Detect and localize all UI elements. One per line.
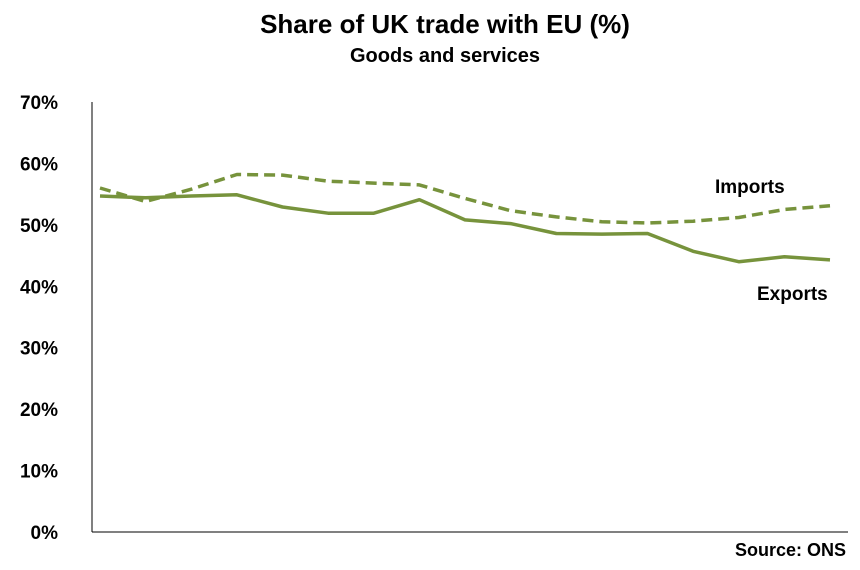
chart-title: Share of UK trade with EU (%) [260, 9, 630, 39]
y-tick-label: 50% [20, 216, 58, 237]
y-tick-label: 70% [20, 93, 58, 114]
y-tick-label: 40% [20, 277, 58, 298]
series-line-imports [99, 172, 831, 225]
y-tick-label: 0% [31, 523, 59, 544]
chart-subtitle: Goods and services [349, 45, 541, 67]
series-label-exports: Exports [757, 284, 828, 305]
series-layer [99, 172, 831, 264]
source-note: Source: ONS [734, 540, 846, 560]
y-tick-label: 20% [20, 400, 58, 421]
y-tick-label: 10% [20, 462, 58, 483]
series-label-imports: Imports [715, 177, 785, 198]
y-axis-ticks: 0% 10% 20% 30% 40% 50% 60% 70% [20, 93, 58, 544]
y-tick-label: 30% [20, 339, 58, 360]
y-tick-label: 60% [20, 154, 58, 175]
series-line-exports [99, 193, 831, 264]
